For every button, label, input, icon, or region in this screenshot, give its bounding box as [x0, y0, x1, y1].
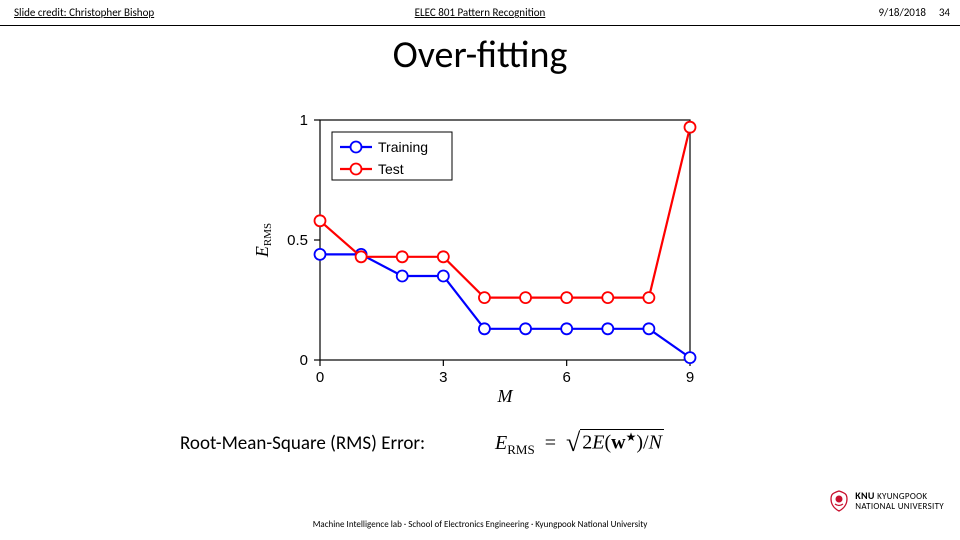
svg-text:ERMS: ERMS	[252, 223, 274, 258]
slide: Slide credit: Christopher Bishop ELEC 80…	[0, 0, 960, 540]
svg-text:0: 0	[300, 352, 308, 369]
slide-date: 9/18/2018	[878, 6, 926, 19]
svg-text:Training: Training	[378, 139, 428, 155]
svg-text:M: M	[497, 386, 514, 406]
overfitting-chart: 0 3 6 9 0 0.5 1 M ERMS Training Test	[230, 100, 730, 410]
knu-emblem-icon	[829, 490, 849, 512]
slide-header: Slide credit: Christopher Bishop ELEC 80…	[0, 6, 960, 26]
slide-page-number: 34	[939, 6, 950, 19]
rms-formula: ERMS = √2E(w★)/N	[495, 426, 664, 458]
svg-text:1: 1	[300, 112, 308, 129]
svg-text:3: 3	[439, 369, 447, 386]
course-title-header: ELEC 801 Pattern Recognition	[0, 6, 960, 19]
svg-text:6: 6	[562, 369, 570, 386]
logo-text: KNU KYUNGPOOK NATIONAL UNIVERSITY	[855, 490, 944, 512]
slide-title: Over-fitting	[0, 32, 960, 78]
svg-text:9: 9	[686, 369, 694, 386]
svg-text:0: 0	[316, 369, 324, 386]
svg-text:Test: Test	[378, 161, 404, 177]
university-logo: KNU KYUNGPOOK NATIONAL UNIVERSITY	[829, 490, 944, 512]
chart-svg: 0 3 6 9 0 0.5 1 M ERMS Training Test	[230, 100, 730, 410]
rms-caption: Root-Mean-Square (RMS) Error:	[180, 432, 425, 455]
slide-footer: Machine Intelligence lab · School of Ele…	[0, 519, 960, 530]
svg-text:0.5: 0.5	[287, 232, 308, 249]
